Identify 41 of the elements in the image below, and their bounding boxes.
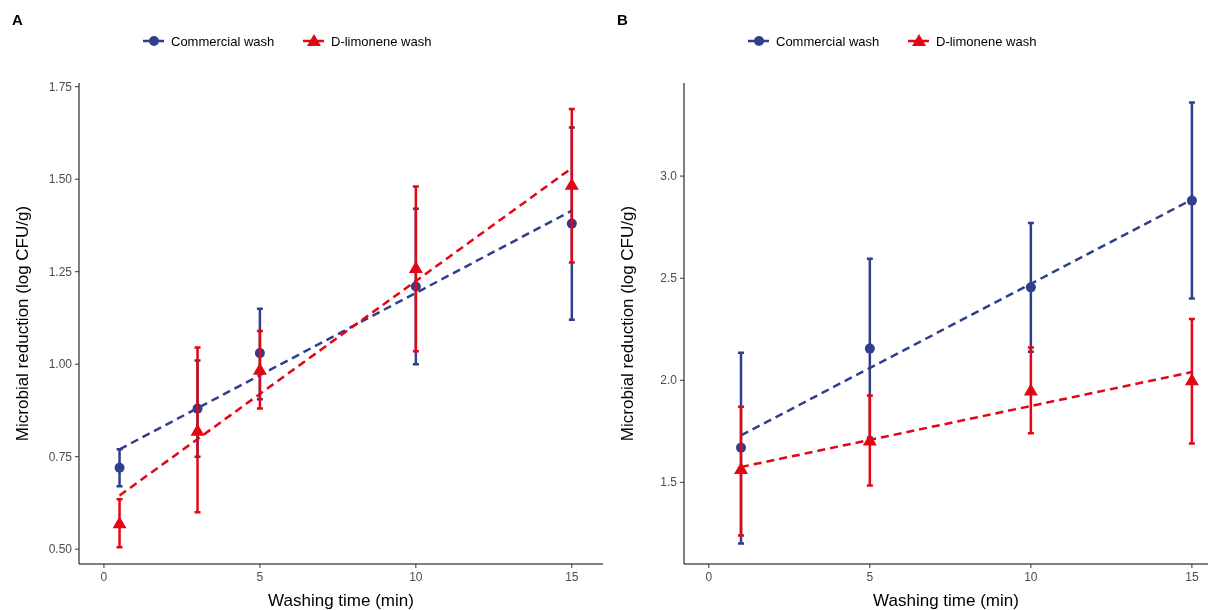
point bbox=[114, 462, 125, 473]
point bbox=[1023, 383, 1038, 396]
point bbox=[1184, 373, 1199, 386]
x-tick-label: 5 bbox=[256, 570, 264, 584]
point bbox=[1186, 195, 1197, 206]
point bbox=[112, 516, 127, 529]
chart-title: A bbox=[12, 11, 23, 28]
legend-label: D-limonene wash bbox=[331, 33, 432, 49]
y-axis-title: Microbial reduction (log CFU/g) bbox=[13, 205, 32, 442]
x-axis-title: Washing time (min) bbox=[268, 591, 414, 610]
chart-title: B bbox=[617, 11, 628, 28]
x-tick-label: 15 bbox=[565, 570, 579, 584]
x-tick-label: 10 bbox=[409, 570, 423, 584]
y-tick-label: 2.0 bbox=[660, 373, 678, 388]
x-axis-title: Washing time (min) bbox=[873, 591, 1019, 610]
y-tick-label: 1.25 bbox=[48, 264, 73, 279]
point bbox=[1025, 282, 1036, 293]
point bbox=[564, 177, 579, 190]
x-tick-label: 0 bbox=[100, 570, 108, 584]
point bbox=[862, 433, 877, 446]
y-tick-label: 1.5 bbox=[660, 475, 678, 490]
y-tick-label: 1.50 bbox=[48, 172, 73, 187]
y-tick-label: 0.50 bbox=[48, 542, 73, 557]
legend-label: Commercial wash bbox=[171, 33, 275, 49]
point bbox=[252, 362, 267, 375]
legend-label: D-limonene wash bbox=[936, 33, 1037, 49]
point bbox=[408, 261, 423, 273]
x-tick-label: 5 bbox=[866, 570, 874, 584]
point bbox=[190, 423, 205, 436]
y-tick-label: 3.0 bbox=[660, 169, 678, 184]
legend-label: Commercial wash bbox=[776, 33, 880, 49]
x-tick-label: 15 bbox=[1185, 570, 1199, 584]
y-tick-label: 0.75 bbox=[48, 449, 73, 464]
y-axis-title: Microbial reduction (log CFU/g) bbox=[618, 205, 637, 442]
y-tick-label: 1.00 bbox=[48, 357, 73, 372]
point bbox=[734, 462, 749, 475]
x-tick-label: 0 bbox=[705, 570, 713, 584]
y-tick-label: 1.75 bbox=[48, 79, 73, 94]
point bbox=[864, 343, 875, 354]
x-tick-label: 10 bbox=[1024, 570, 1038, 584]
y-tick-label: 2.5 bbox=[660, 271, 678, 286]
